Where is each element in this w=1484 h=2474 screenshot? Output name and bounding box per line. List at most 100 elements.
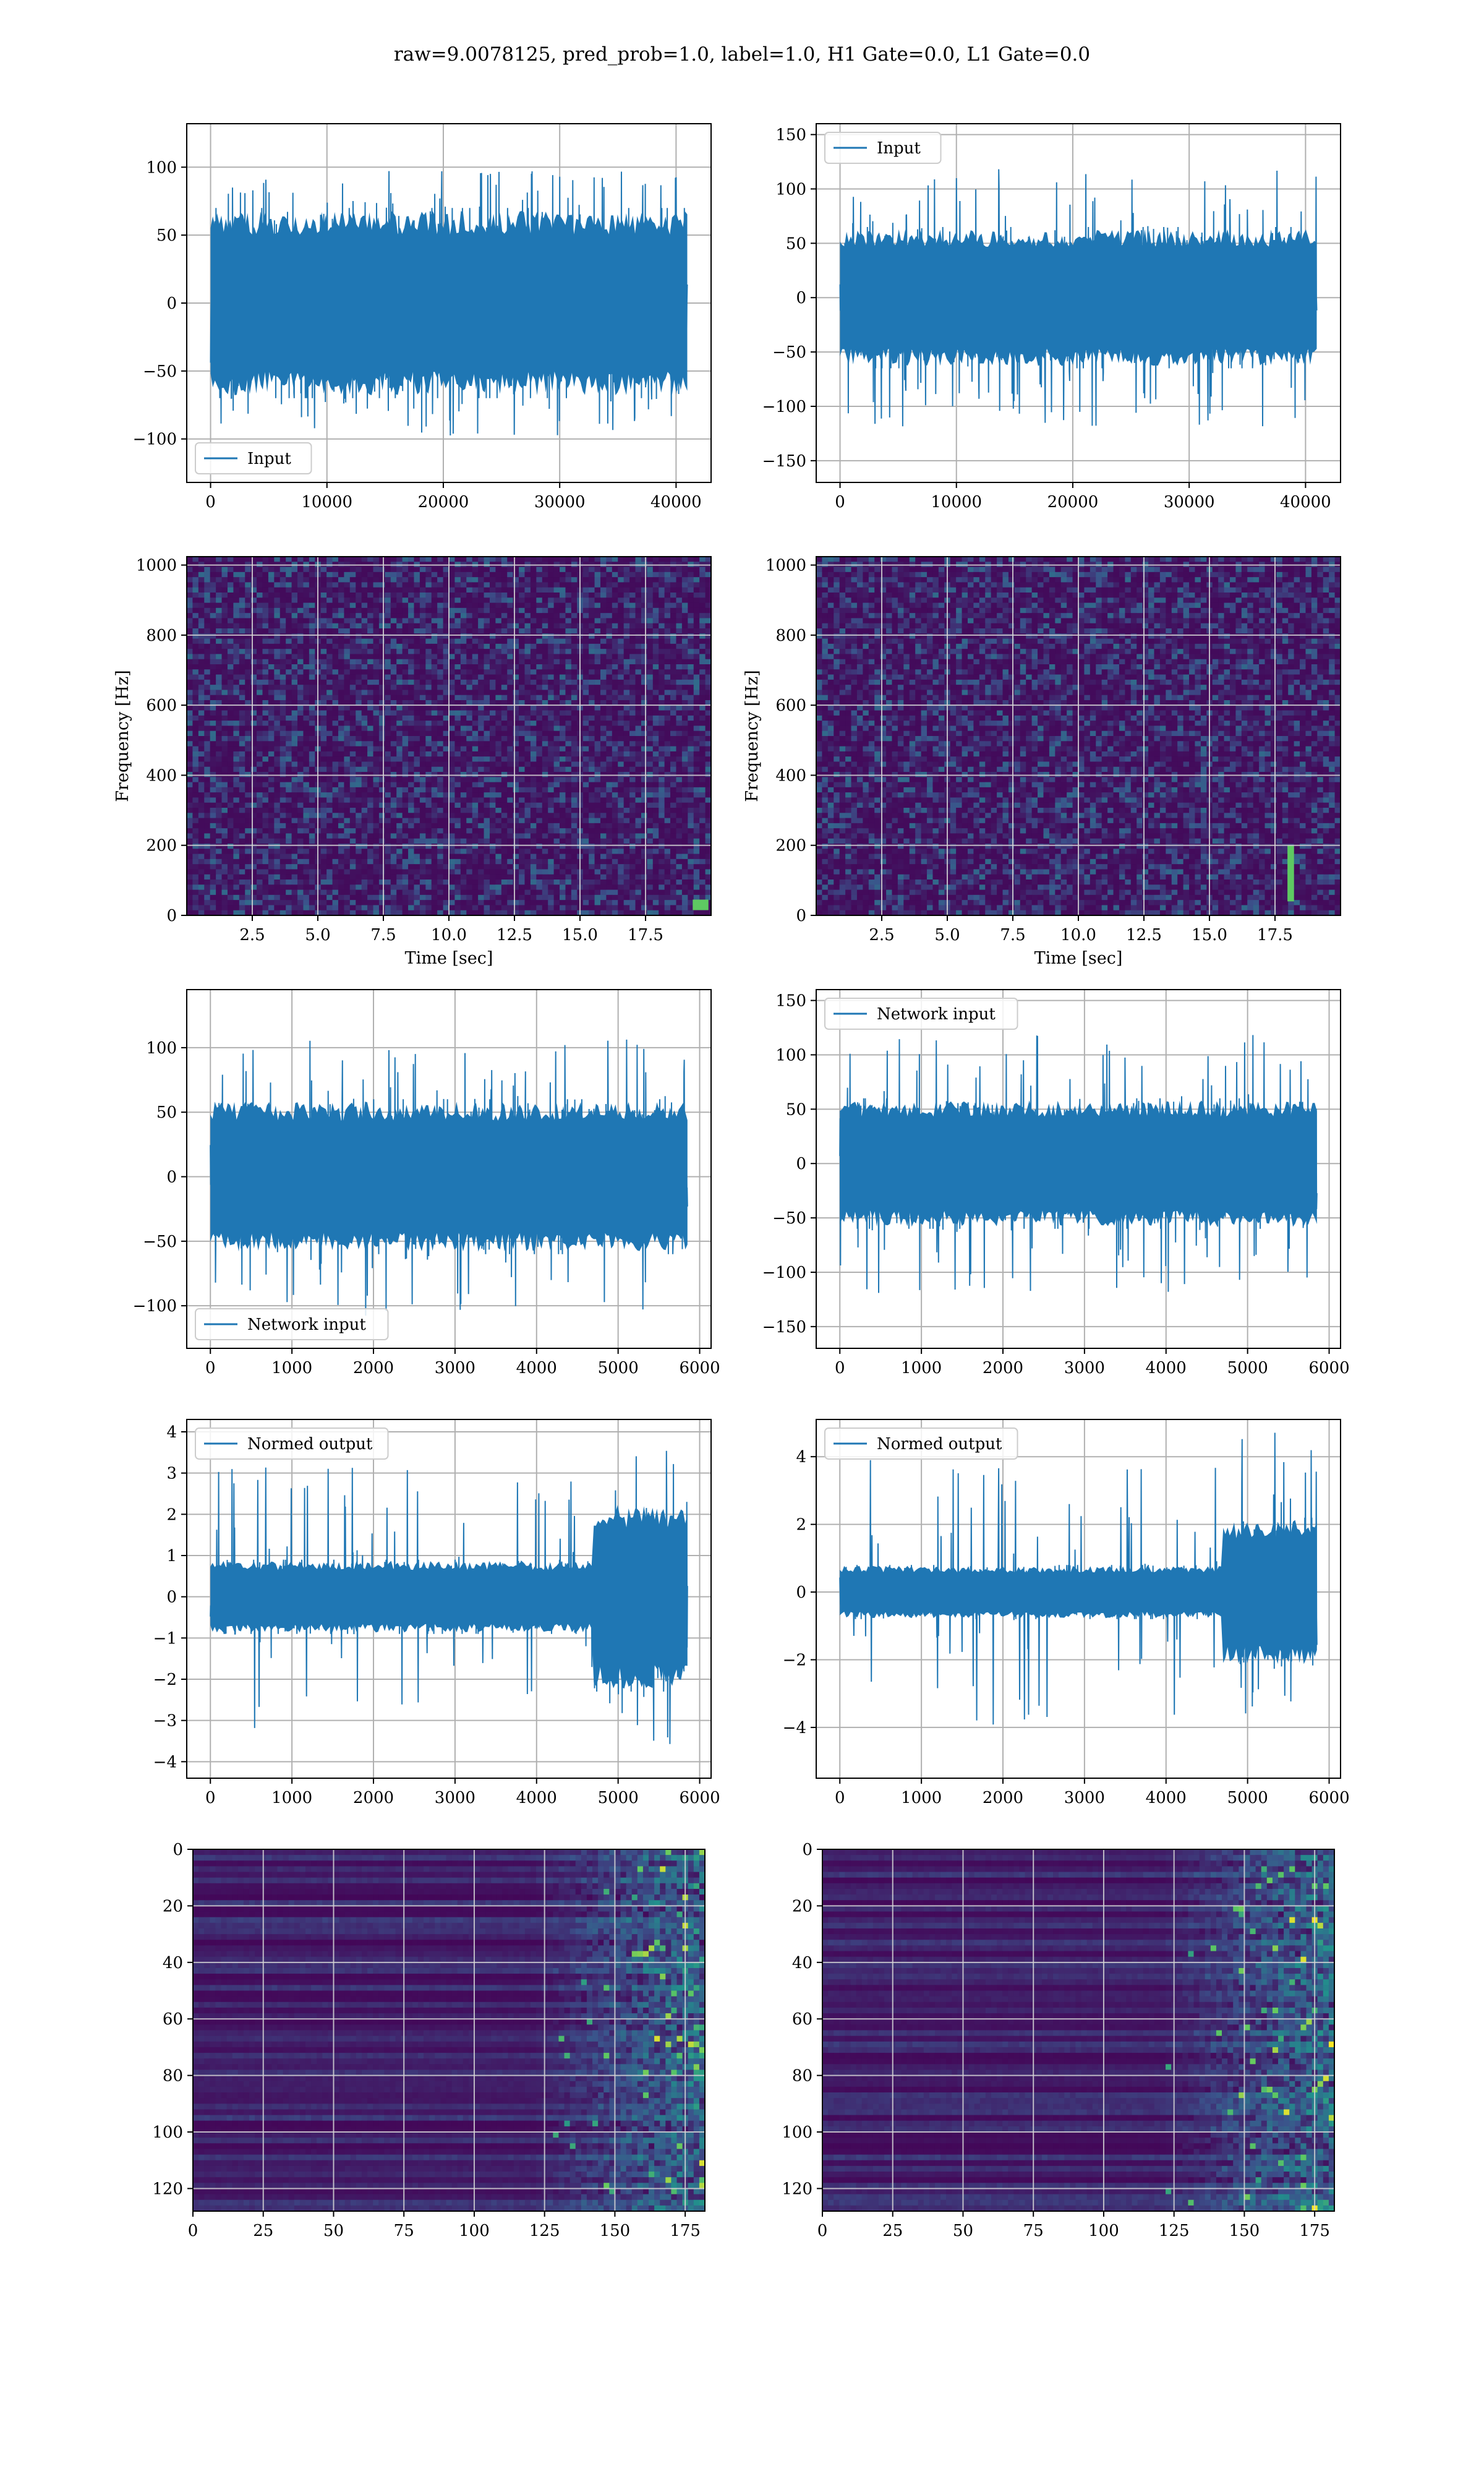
spectrogram-cell xyxy=(257,747,263,752)
spectrogram-cell xyxy=(228,828,234,834)
spectrogram-cell xyxy=(350,731,356,737)
spectrogram-cell xyxy=(367,685,373,690)
spectrogram-cell xyxy=(495,813,501,818)
spectrogram-cell xyxy=(478,777,484,782)
spectrogram-cell xyxy=(531,756,537,762)
spectrogram-cell xyxy=(257,782,263,788)
spectrogram-cell xyxy=(531,726,537,731)
spectrogram-cell xyxy=(653,695,659,701)
spectrogram-cell xyxy=(344,828,350,834)
spectrogram-cell xyxy=(501,572,508,578)
spectrogram-cell xyxy=(356,716,362,721)
spectrogram-cell xyxy=(461,695,467,701)
spectrogram-cell xyxy=(589,751,595,757)
spectrogram-cell xyxy=(257,731,263,737)
spectrogram-cell xyxy=(373,711,380,716)
spectrogram-cell xyxy=(326,685,333,690)
spectrogram-cell xyxy=(303,572,309,578)
spectrogram-cell xyxy=(379,593,385,598)
spectrogram-cell xyxy=(192,761,198,767)
spectrogram-cell xyxy=(262,597,268,603)
spectrogram-cell xyxy=(187,808,193,813)
spectrogram-cell xyxy=(414,695,420,701)
spectrogram-cell xyxy=(647,680,653,685)
spectrogram-cell xyxy=(629,618,636,623)
spectrogram-cell xyxy=(210,649,216,654)
spectrogram-cell xyxy=(367,608,373,614)
spectrogram-cell xyxy=(396,618,403,623)
spectrogram-cell xyxy=(629,731,636,737)
spectrogram-cell xyxy=(233,603,239,609)
spectrogram-cell xyxy=(286,649,292,654)
spectrogram-cell xyxy=(670,741,676,747)
spectrogram-cell xyxy=(216,633,222,639)
spectrogram-cell xyxy=(484,711,490,716)
spectrogram-cell xyxy=(192,644,198,649)
spectrogram-cell xyxy=(595,639,601,644)
spectrogram-cell xyxy=(286,782,292,788)
spectrogram-cell xyxy=(624,669,630,675)
spectrogram-cell xyxy=(222,593,228,598)
spectrogram-cell xyxy=(379,644,385,649)
spectrogram-cell xyxy=(309,782,315,788)
spectrogram-cell xyxy=(647,608,653,614)
spectrogram-cell xyxy=(600,633,607,639)
spectrogram-cell xyxy=(589,608,595,614)
spectrogram-cell xyxy=(507,597,513,603)
spectrogram-cell xyxy=(245,808,251,813)
spectrogram-cell xyxy=(350,751,356,757)
spectrogram-cell xyxy=(507,639,513,644)
spectrogram-cell xyxy=(665,675,671,680)
spectrogram-cell xyxy=(210,659,216,665)
spectrogram-cell xyxy=(286,787,292,793)
spectrogram-cell xyxy=(478,582,484,588)
spectrogram-cell xyxy=(187,603,193,609)
spectrogram-cell xyxy=(682,633,688,639)
spectrogram-cell xyxy=(425,823,432,829)
spectrogram-cell xyxy=(391,695,397,701)
spectrogram-cell xyxy=(192,741,198,747)
spectrogram-cell xyxy=(560,623,566,629)
spectrogram-cell xyxy=(641,577,647,583)
spectrogram-cell xyxy=(309,659,315,665)
spectrogram-cell xyxy=(297,797,304,803)
spectrogram-cell xyxy=(524,582,531,588)
spectrogram-cell xyxy=(595,557,601,562)
spectrogram-cell xyxy=(606,813,612,818)
spectrogram-cell xyxy=(484,828,490,834)
spectrogram-cell xyxy=(466,833,472,839)
spectrogram-cell xyxy=(268,654,275,659)
spectrogram-cell xyxy=(606,608,612,614)
spectrogram-cell xyxy=(612,608,618,614)
spectrogram-cell xyxy=(624,639,630,644)
x-tick-label: 10000 xyxy=(301,493,352,511)
spectrogram-cell xyxy=(233,782,239,788)
spectrogram-cell xyxy=(565,639,571,644)
spectrogram-cell xyxy=(600,818,607,824)
spectrogram-cell xyxy=(647,823,653,829)
spectrogram-cell xyxy=(624,736,630,742)
spectrogram-cell xyxy=(391,644,397,649)
spectrogram-cell xyxy=(198,787,205,793)
spectrogram-cell xyxy=(367,639,373,644)
spectrogram-cell xyxy=(297,818,304,824)
spectrogram-cell xyxy=(676,767,682,773)
spectrogram-cell xyxy=(303,767,309,773)
spectrogram-cell xyxy=(699,818,706,824)
spectrogram-cell xyxy=(210,644,216,649)
spectrogram-cell xyxy=(472,628,479,634)
spectrogram-cell xyxy=(233,777,239,782)
spectrogram-cell xyxy=(309,639,315,644)
spectrogram-cell xyxy=(571,726,578,731)
spectrogram-cell xyxy=(495,767,501,773)
spectrogram-cell xyxy=(222,639,228,644)
spectrogram-cell xyxy=(484,751,490,757)
spectrogram-cell xyxy=(641,633,647,639)
spectrogram-cell xyxy=(466,761,472,767)
spectrogram-cell xyxy=(595,803,601,808)
spectrogram-cell xyxy=(268,813,275,818)
spectrogram-cell xyxy=(338,654,344,659)
spectrogram-cell xyxy=(600,582,607,588)
spectrogram-cell xyxy=(437,767,443,773)
spectrogram-cell xyxy=(391,659,397,665)
